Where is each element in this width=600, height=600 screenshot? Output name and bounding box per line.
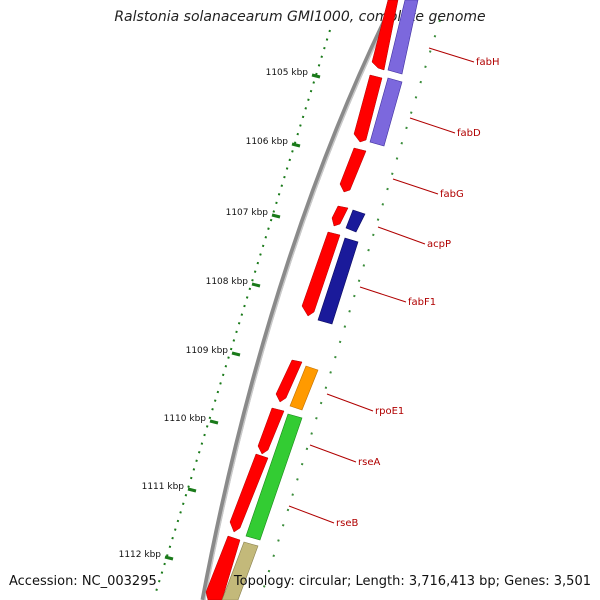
gene-label-fabD: fabD [457, 128, 481, 139]
backbone-highlight [204, 0, 398, 600]
ruler-tick-label: 1110 kbp [164, 414, 207, 424]
gene-leader-line [326, 393, 374, 412]
cds-arrow [257, 407, 285, 455]
cds-arrow [229, 453, 269, 533]
ruler-tick [251, 282, 261, 288]
gene-leader-line [392, 178, 439, 195]
gene-label-fabH: fabH [476, 57, 500, 68]
gene-fabD-block [369, 77, 403, 147]
gene-label-fabF1: fabF1 [408, 297, 436, 308]
cds-arrow [331, 205, 349, 227]
ruler-tick [231, 351, 241, 357]
ruler-tick-label: 1105 kbp [266, 68, 309, 78]
cds-arrow [353, 74, 383, 143]
cds-track [205, 0, 399, 600]
gene-label-fabG: fabG [440, 189, 464, 200]
gene-leader-line [309, 444, 357, 463]
cds-arrow [205, 535, 241, 600]
gene-fabF1-block [317, 237, 359, 325]
outer-guide [259, 19, 441, 600]
gene-label-rseB: rseB [336, 518, 358, 529]
cds-arrow [275, 359, 303, 403]
genome-summary: Topology: circular; Length: 3,716,413 bp… [233, 574, 591, 589]
ruler-tick-label: 1111 kbp [142, 482, 185, 492]
cds-arrow [339, 147, 367, 193]
gene-label-rseA: rseA [358, 457, 380, 468]
ruler-tick [187, 487, 197, 493]
ruler-tick-label: 1109 kbp [186, 346, 229, 356]
accession-label: Accession: NC_003295 [9, 574, 157, 589]
gene-fabH-block [387, 0, 419, 75]
ruler-tick-label: 1112 kbp [119, 550, 162, 560]
ruler-tick [291, 142, 301, 148]
gene-acpP-block [345, 209, 366, 233]
ruler-tick [311, 73, 321, 79]
backbone-track [200, 0, 398, 600]
ruler-tick [209, 419, 219, 425]
gene-rpoE1-block [289, 365, 319, 411]
gene-rseB-block [221, 541, 259, 600]
gene-labels: fabH fabD fabG acpP fabF1 rpoE1 rseA rseB [288, 47, 500, 529]
gene-leader-line [288, 505, 335, 524]
ruler-ticks: 1105 kbp 1106 kbp 1107 kbp 1108 kbp 1109 kbp… [119, 68, 321, 561]
gene-leader-line [377, 226, 426, 245]
gene-rseA-block [245, 413, 303, 541]
ruler-tick-label: 1107 kbp [226, 208, 269, 218]
gene-leader-line [428, 47, 475, 63]
ruler-tick-label: 1106 kbp [246, 137, 289, 147]
ruler-tick [271, 213, 281, 219]
gene-leader-line [359, 286, 407, 303]
cds-arrow [371, 0, 399, 71]
gene-leader-line [409, 117, 456, 134]
ruler-tick [164, 555, 174, 561]
ruler-tick-label: 1108 kbp [206, 277, 249, 287]
cds-arrow [301, 231, 341, 317]
gene-label-rpoE1: rpoE1 [375, 406, 404, 417]
gene-track [221, 0, 419, 600]
gene-label-acpP: acpP [427, 239, 451, 250]
